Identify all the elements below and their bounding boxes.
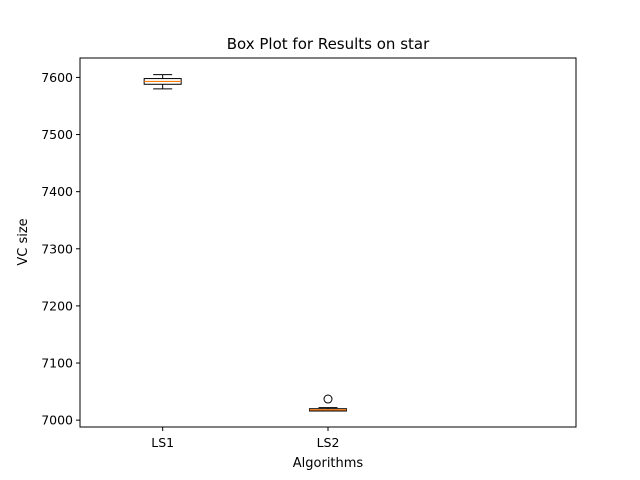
y-tick-label: 7000: [41, 413, 73, 428]
chart-title: Box Plot for Results on star: [227, 35, 430, 53]
y-tick-label: 7500: [41, 127, 73, 142]
x-axis-ticks: LS1 LS2: [151, 427, 339, 450]
y-tick-label: 7200: [41, 298, 73, 313]
y-tick-label: 7600: [41, 70, 73, 85]
box-ls1: [143, 74, 182, 90]
x-axis-label: Algorithms: [293, 456, 364, 471]
x-tick-label: LS1: [151, 435, 174, 450]
x-tick-label: LS2: [317, 435, 340, 450]
y-axis-ticks: 7000 7100 7200 7300 7400 7500 7600: [41, 70, 80, 428]
y-tick-label: 7400: [41, 184, 73, 199]
boxes-layer: [143, 74, 347, 412]
y-axis-label: VC size: [16, 218, 31, 265]
plot-frame: [79, 57, 577, 428]
y-tick-label: 7300: [41, 241, 73, 256]
box-ls2: [309, 394, 347, 412]
outlier-point: [323, 394, 333, 404]
y-tick-label: 7100: [41, 356, 73, 371]
